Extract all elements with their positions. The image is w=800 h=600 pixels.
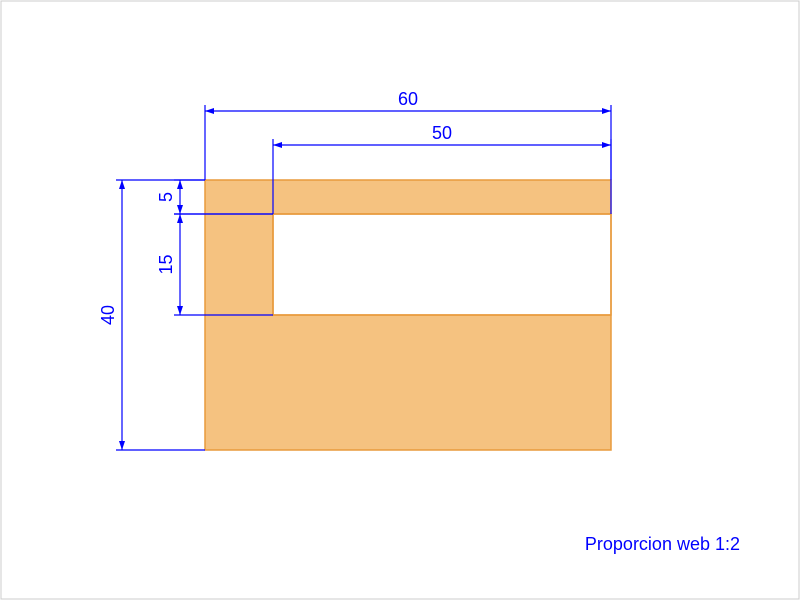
arrow-head <box>119 441 125 450</box>
arrow-head <box>205 108 214 114</box>
scale-label: Proporcion web 1:2 <box>585 534 740 554</box>
arrow-head <box>177 214 183 223</box>
arrow-head <box>273 142 282 148</box>
side-40-label: 40 <box>98 305 118 325</box>
arrow-head <box>177 205 183 214</box>
top-inner-label: 50 <box>432 123 452 143</box>
arrow-head <box>602 142 611 148</box>
side-15-label: 15 <box>156 254 176 274</box>
arrow-head <box>602 108 611 114</box>
arrow-head <box>119 180 125 189</box>
top-outer-label: 60 <box>398 89 418 109</box>
cutout-outline <box>273 214 611 315</box>
arrow-head <box>177 180 183 189</box>
arrow-head <box>177 306 183 315</box>
side-5-label: 5 <box>156 192 176 202</box>
